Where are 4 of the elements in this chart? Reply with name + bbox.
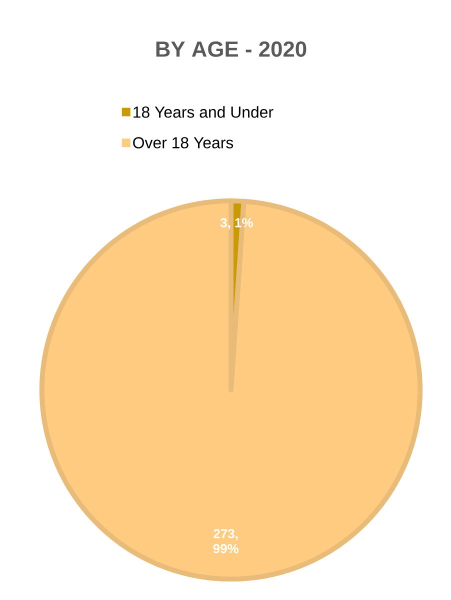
data-label: 273, 99% xyxy=(213,529,238,554)
legend-label: 18 Years and Under xyxy=(134,106,274,118)
legend-label: Over 18 Years xyxy=(133,137,234,148)
chart-title: BY AGE - 2020 xyxy=(156,41,306,57)
